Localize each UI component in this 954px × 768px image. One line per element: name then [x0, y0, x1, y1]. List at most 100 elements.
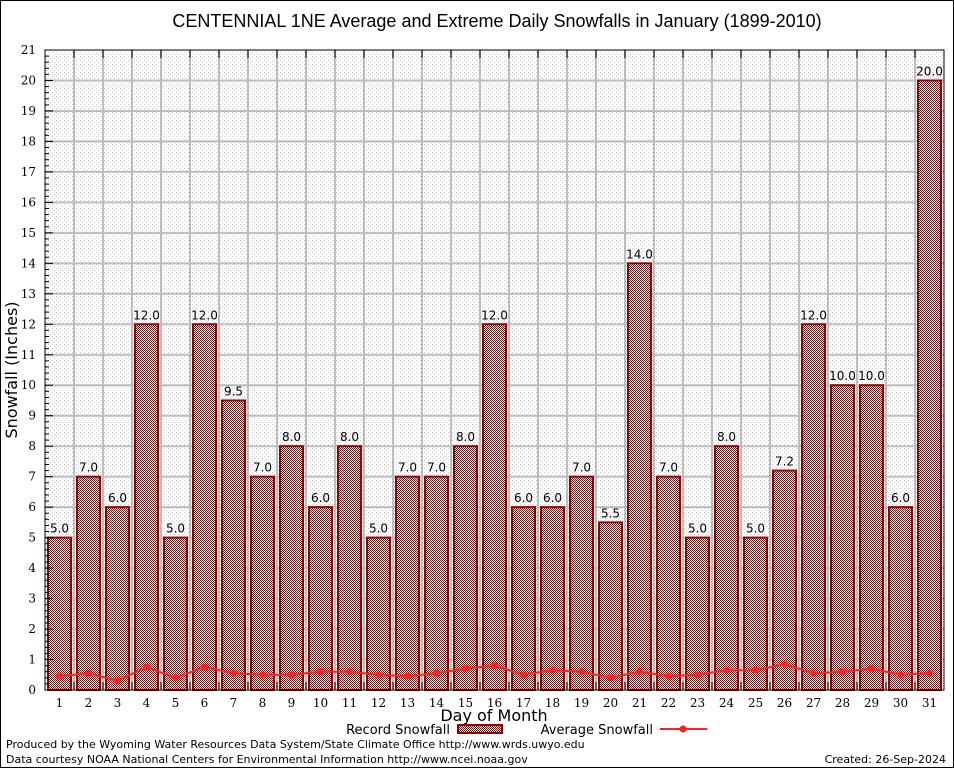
bar-value-label: 8.0: [717, 430, 736, 444]
x-tick-label: 4: [143, 696, 151, 710]
bar-value-label: 5.0: [166, 522, 185, 536]
legend-record-label: Record Snowfall: [346, 723, 450, 738]
x-tick-label: 14: [429, 696, 445, 710]
x-axis: 1 2 3 4 5 6 7 8 9 10 11 12 13 14 15 16 17 18 19 20 21 22 23 24 2…: [56, 50, 937, 710]
x-tick-label: 2: [85, 696, 93, 710]
average-point-day-3: [114, 677, 121, 685]
bar-day-31: [917, 79, 942, 691]
x-tick-label: 16: [487, 696, 502, 710]
x-tick-label: 15: [458, 696, 473, 710]
bar-day-5: [163, 536, 188, 691]
y-tick-label: 12: [21, 317, 36, 331]
bar-value-label: 10.0: [829, 369, 856, 383]
average-point-day-31: [926, 669, 933, 677]
average-point-day-13: [404, 672, 411, 680]
bar-value-label: 14.0: [626, 247, 653, 261]
x-tick-label: 22: [661, 696, 676, 710]
bar-value-label: 8.0: [340, 430, 359, 444]
bar-day-4: [134, 323, 159, 691]
x-tick-label: 30: [893, 696, 908, 710]
average-point-day-14: [433, 669, 440, 677]
bar-day-3: [105, 506, 130, 691]
y-tick-label: 20: [21, 73, 36, 87]
x-tick-label: 10: [313, 696, 328, 710]
average-point-day-1: [56, 672, 63, 680]
average-point-day-20: [607, 674, 614, 682]
bar-day-6: [192, 323, 217, 691]
x-tick-label: 29: [864, 696, 879, 710]
bar-day-27: [801, 323, 826, 691]
footer-producer: Produced by the Wyoming Water Resources …: [6, 738, 585, 751]
x-tick-label: 23: [690, 696, 705, 710]
average-point-day-19: [578, 668, 585, 676]
average-point-day-16: [491, 662, 498, 670]
x-tick-label: 18: [545, 696, 560, 710]
x-tick-label: 24: [719, 696, 735, 710]
bar-value-label: 6.0: [891, 491, 910, 505]
average-point-day-2: [85, 669, 92, 677]
footer-created: Created: 26-Sep-2024: [825, 753, 946, 766]
average-point-day-18: [549, 666, 556, 674]
bar-day-9: [279, 445, 304, 692]
y-tick-label: 2: [28, 622, 36, 636]
y-tick-label: 5: [28, 531, 36, 545]
x-tick-label: 25: [748, 696, 763, 710]
bar-day-17: [511, 506, 536, 691]
x-tick-label: 21: [632, 696, 647, 710]
footer-data-source: Data courtesy NOAA National Centers for …: [6, 753, 528, 766]
average-point-day-9: [288, 671, 295, 679]
x-tick-label: 19: [574, 696, 589, 710]
x-tick-label: 13: [400, 696, 415, 710]
bar-day-19: [569, 475, 594, 691]
bar-value-label: 10.0: [858, 369, 885, 383]
average-point-day-8: [259, 671, 266, 679]
legend: Record Snowfall Average Snowfall: [346, 723, 707, 738]
average-point-day-30: [897, 671, 904, 679]
bar-day-30: [888, 506, 913, 691]
legend-average-label: Average Snowfall: [541, 723, 653, 738]
bar-day-28: [830, 384, 855, 691]
x-tick-label: 6: [201, 696, 209, 710]
bar-day-8: [250, 475, 275, 691]
average-point-day-12: [375, 671, 382, 679]
bar-day-21: [627, 262, 652, 691]
bar-value-label: 8.0: [456, 430, 475, 444]
y-tick-label: 19: [21, 104, 36, 118]
bar-value-label: 20.0: [916, 64, 943, 78]
bar-day-23: [685, 536, 710, 691]
x-tick-label: 8: [259, 696, 267, 710]
average-point-day-27: [810, 669, 817, 677]
average-point-day-15: [462, 665, 469, 673]
x-axis-title: Day of Month: [440, 706, 547, 725]
average-point-day-22: [665, 672, 672, 680]
x-tick-label: 11: [342, 696, 357, 710]
x-tick-label: 5: [172, 696, 180, 710]
average-point-day-26: [781, 660, 788, 668]
legend-average-marker: [679, 725, 687, 733]
bar-day-22: [656, 475, 681, 691]
y-tick-label: 9: [28, 409, 36, 423]
y-tick-label: 3: [28, 592, 36, 606]
x-tick-label: 7: [230, 696, 238, 710]
bar-value-label: 12.0: [800, 308, 827, 322]
average-point-day-24: [723, 666, 730, 674]
bar-value-label: 7.0: [572, 461, 591, 475]
x-tick-label: 26: [777, 696, 792, 710]
bar-labels: 5.0 7.0 6.0 12.0 5.0 12.0 9.5 7.0 8.0 6.0 8.0 5.0 7.…: [50, 64, 943, 535]
y-tick-label: 1: [28, 653, 36, 667]
y-tick-label: 15: [21, 226, 36, 240]
bar-day-11: [337, 445, 362, 692]
average-point-day-28: [839, 668, 846, 676]
bar-value-label: 7.2: [775, 455, 794, 469]
bar-day-24: [714, 445, 739, 692]
bar-value-label: 12.0: [133, 308, 160, 322]
y-tick-label: 10: [21, 378, 36, 392]
average-point-day-23: [694, 671, 701, 679]
average-point-day-4: [143, 663, 150, 671]
y-tick-label: 4: [28, 561, 36, 575]
bar-day-20: [598, 521, 623, 692]
x-tick-label: 12: [371, 696, 386, 710]
x-tick-label: 28: [835, 696, 850, 710]
bar-value-label: 8.0: [282, 430, 301, 444]
average-point-day-29: [868, 665, 875, 673]
